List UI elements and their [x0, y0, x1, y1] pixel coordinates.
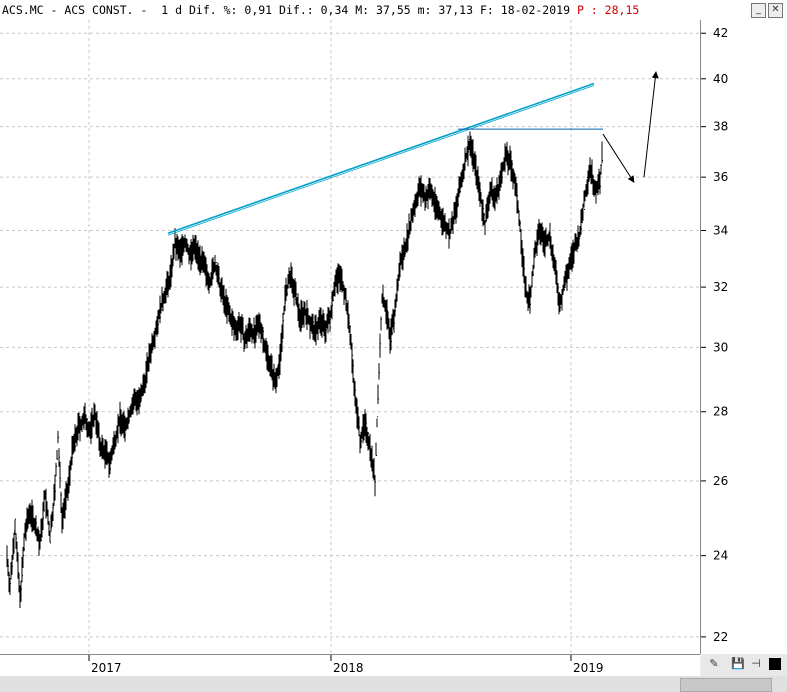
pencil-icon[interactable]: ✎: [709, 657, 719, 670]
max-label: M:: [355, 3, 370, 17]
company-name: ACS CONST.: [64, 3, 134, 17]
x-axis-svg: 2017 2018 2019: [88, 655, 604, 675]
close-button[interactable]: ✕: [768, 3, 783, 18]
horizontal-scrollbar[interactable]: [0, 676, 787, 692]
color-swatch[interactable]: [769, 658, 781, 670]
y-tick-label: 30: [713, 340, 728, 354]
arrow-up[interactable]: [643, 71, 659, 178]
trendline[interactable]: [167, 82, 595, 235]
price-series: [6, 131, 603, 608]
y-axis-svg: 22 24 26 28 30 32 34 36 38 40 42: [701, 26, 728, 644]
dif-pct-value: 0,91: [244, 3, 273, 17]
quote-summary: ACS.MC - ACS CONST. - 1 d Dif. %: 0,91 D…: [2, 3, 640, 17]
dif-pct-label: Dif. %:: [189, 3, 238, 17]
y-tick-label: 24: [713, 549, 728, 563]
y-axis: 22 24 26 28 30 32 34 36 38 40 42: [701, 20, 787, 654]
date-value: 18-02-2019: [500, 3, 571, 17]
y-tick-label: 28: [713, 405, 728, 419]
max-value: 37,55: [376, 3, 411, 17]
x-tick-label: 2018: [333, 661, 364, 675]
p-label: P :: [576, 3, 598, 17]
y-tick-label: 42: [713, 26, 728, 40]
y-tick-label: 34: [713, 223, 728, 237]
chart-header: ACS.MC - ACS CONST. - 1 d Dif. %: 0,91 D…: [0, 0, 787, 20]
window-controls: _ ✕: [751, 3, 783, 18]
price-chart: [0, 20, 700, 654]
y-tick-label: 32: [713, 280, 728, 294]
date-label: F:: [479, 3, 494, 17]
y-tick-label: 22: [713, 630, 728, 644]
arrow-down[interactable]: [602, 133, 635, 183]
toolbar-corner: ✎ 💾 ⊣: [701, 654, 787, 676]
x-tick-label: 2017: [91, 661, 122, 675]
period: 1 d: [161, 3, 183, 17]
dif-label: Dif.:: [279, 3, 314, 17]
plot-area[interactable]: [0, 20, 701, 654]
y-tick-label: 36: [713, 170, 728, 184]
p-value: 28,15: [604, 3, 640, 17]
pin-icon[interactable]: ⊣: [751, 657, 761, 670]
min-label: m:: [417, 3, 432, 17]
minimize-button[interactable]: _: [751, 3, 766, 18]
y-tick-label: 26: [713, 474, 728, 488]
save-icon[interactable]: 💾: [731, 657, 745, 670]
ticker: ACS.MC: [2, 3, 44, 17]
y-tick-label: 38: [713, 120, 728, 134]
x-tick-label: 2019: [573, 661, 604, 675]
x-axis: 2017 2018 2019: [0, 654, 700, 677]
dif-value: 0,34: [320, 3, 349, 17]
min-value: 37,13: [438, 3, 474, 17]
trendline-parallel: [167, 85, 595, 236]
scrollbar-thumb[interactable]: [680, 678, 772, 692]
y-tick-label: 40: [713, 72, 728, 86]
